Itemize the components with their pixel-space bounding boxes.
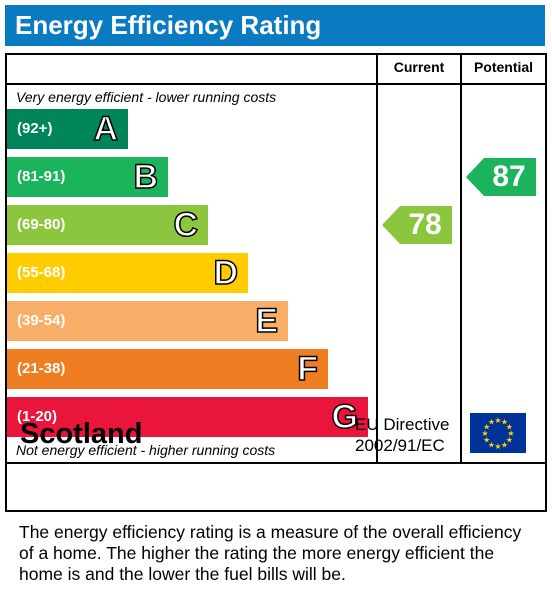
band-letter: E <box>255 301 279 341</box>
column-header-current: Current <box>393 59 445 75</box>
directive-line-2: 2002/91/EC <box>355 436 445 455</box>
eu-flag-icon: ★ ★ ★ ★ ★ ★ ★ ★ ★ ★ ★ ★ <box>470 413 526 453</box>
band-f: (21-38) F <box>7 349 328 389</box>
band-range-label: (1-20) <box>17 408 58 425</box>
eu-star-icon: ★ <box>483 436 490 445</box>
header-row-divider <box>7 83 545 85</box>
band-letter: G <box>331 397 359 437</box>
eu-directive: EU Directive 2002/91/EC <box>355 414 449 456</box>
band-letter: B <box>133 157 159 197</box>
explanatory-text: The energy efficiency rating is a measur… <box>19 522 522 584</box>
current-rating-value: 78 <box>408 208 442 241</box>
header-bar: Energy Efficiency Rating <box>5 5 545 46</box>
band-range-label: (39-54) <box>17 312 66 329</box>
band-letter: A <box>93 109 119 149</box>
column-header-potential: Potential <box>473 59 534 75</box>
eu-star-icon: ★ <box>506 423 513 432</box>
band-range-label: (55-68) <box>17 264 66 281</box>
band-g: (1-20) G <box>7 397 368 437</box>
band-range-label: (21-38) <box>17 360 66 377</box>
band-e: (39-54) E <box>7 301 288 341</box>
directive-line-1: EU Directive <box>355 415 450 434</box>
potential-rating-value: 87 <box>492 160 526 193</box>
potential-rating-marker: 87 <box>466 158 536 196</box>
scale-note-top: Very energy efficient - lower running co… <box>16 89 277 105</box>
country-label: Scotland <box>20 418 143 450</box>
current-rating-marker: 78 <box>382 206 452 244</box>
eu-star-icon: ★ <box>501 418 508 427</box>
band-d: (55-68) D <box>7 253 248 293</box>
eu-star-icon: ★ <box>494 442 501 451</box>
potential-arrow-shape <box>466 158 536 196</box>
band-b: (81-91) B <box>7 157 168 197</box>
eu-star-icon: ★ <box>488 440 495 449</box>
divider-potential <box>460 55 462 464</box>
page-title: Energy Efficiency Rating <box>15 10 322 40</box>
eu-star-icon: ★ <box>506 436 513 445</box>
band-letter: D <box>213 253 239 293</box>
band-letter: C <box>173 205 199 245</box>
divider-current <box>376 55 378 464</box>
band-range-label: (81-91) <box>17 168 66 185</box>
band-range-label: (69-80) <box>17 216 66 233</box>
band-range-label: (92+) <box>17 120 53 137</box>
eu-star-icon: ★ <box>507 429 514 438</box>
scale-note-bottom: Not energy efficient - higher running co… <box>16 442 276 458</box>
eu-star-icon: ★ <box>488 418 495 427</box>
rating-chart: Current Potential Very energy efficient … <box>5 53 547 512</box>
eu-star-icon: ★ <box>494 416 501 425</box>
band-c: (69-80) C <box>7 205 208 245</box>
eu-star-icon: ★ <box>481 429 488 438</box>
band-letter: F <box>296 349 318 389</box>
current-arrow-shape <box>382 206 452 244</box>
footer-row-divider <box>7 462 545 464</box>
eu-star-icon: ★ <box>501 440 508 449</box>
eu-star-icon: ★ <box>483 423 490 432</box>
band-a: (92+) A <box>7 109 128 149</box>
